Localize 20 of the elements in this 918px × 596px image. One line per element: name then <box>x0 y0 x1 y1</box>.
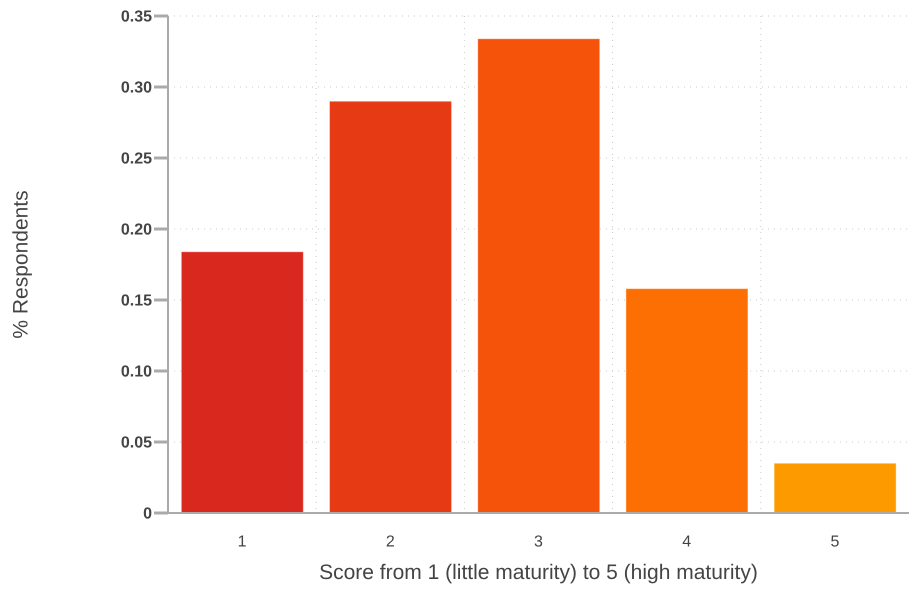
x-axis-title: Score from 1 (little maturity) to 5 (high maturity) <box>319 561 758 584</box>
x-tick-label: 5 <box>830 533 840 550</box>
bar <box>774 462 897 513</box>
y-tick-label: 0.10 <box>120 364 152 381</box>
y-tick-label: 0.20 <box>120 222 152 239</box>
x-tick-label: 2 <box>386 533 395 550</box>
x-tick-label: 1 <box>238 533 247 550</box>
y-axis-title: % Respondents <box>9 190 32 339</box>
bar <box>625 288 748 513</box>
bar <box>477 38 600 513</box>
y-tick-label: 0.25 <box>120 150 152 168</box>
x-tick-label: 4 <box>682 533 692 550</box>
x-tick-label: 3 <box>534 533 544 550</box>
y-tick-label: 0.05 <box>120 434 152 452</box>
bar <box>329 100 452 513</box>
y-tick-label: 0.30 <box>120 80 152 97</box>
y-tick-label: 0.35 <box>120 8 152 26</box>
y-tick-label: 0.15 <box>120 292 152 310</box>
bar <box>180 251 304 513</box>
y-tick-label: 0 <box>143 506 152 523</box>
